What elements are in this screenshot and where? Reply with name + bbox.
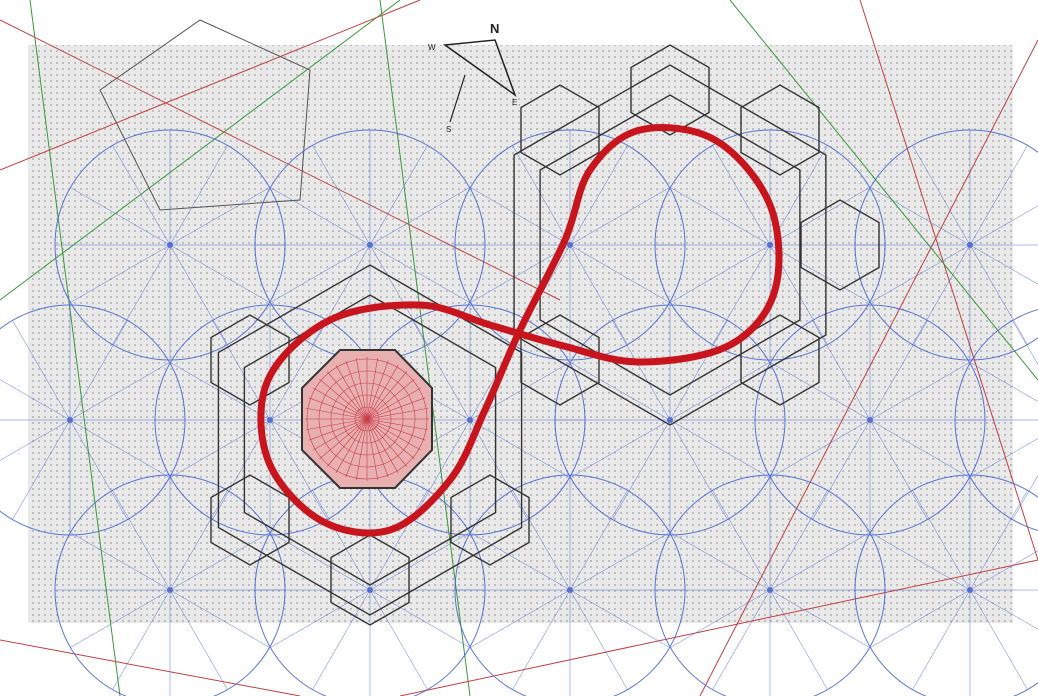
compass-label: E — [512, 98, 517, 107]
compass-label: N — [490, 21, 499, 36]
core — [302, 350, 432, 488]
compass-label: W — [428, 43, 436, 52]
drawing: N E S W — [0, 0, 1038, 696]
compass-label: S — [446, 125, 451, 134]
